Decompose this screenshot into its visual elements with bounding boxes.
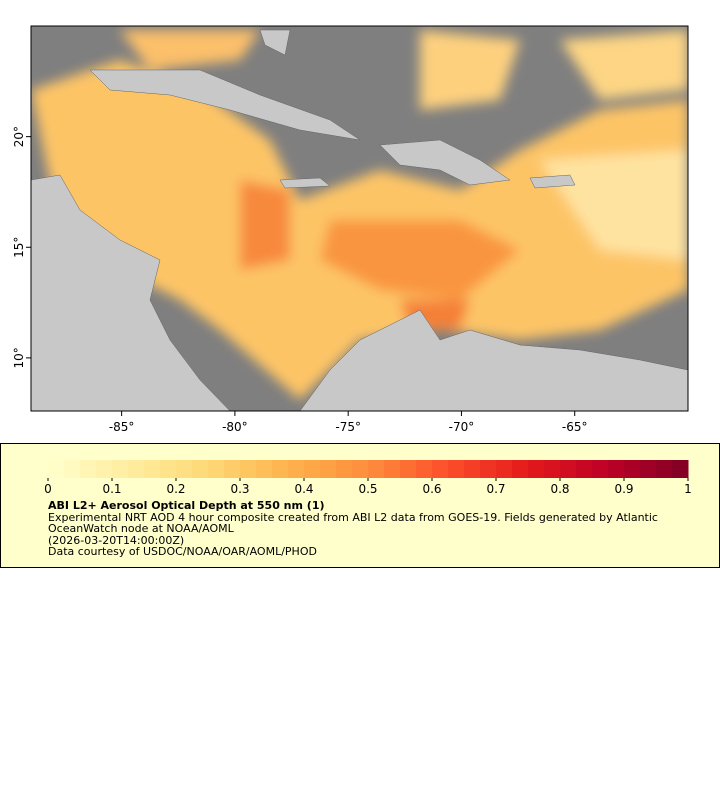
legend-date: (2026-03-20T14:00:00Z)	[48, 533, 185, 547]
x-tick-label: -70°	[449, 420, 475, 434]
colorbar-cell	[576, 460, 593, 478]
colorbar-tick-label: 1	[684, 482, 692, 496]
colorbar-cell	[240, 460, 257, 478]
colorbar-cell	[320, 460, 337, 478]
colorbar-cell	[48, 460, 65, 478]
colorbar-cell	[384, 460, 401, 478]
colorbar-cell	[128, 460, 145, 478]
aerosol-field	[31, 30, 688, 400]
colorbar-cell	[304, 460, 321, 478]
colorbar-cell	[64, 460, 81, 478]
colorbar-tick-label: 0.2	[166, 482, 185, 496]
colorbar-cell	[592, 460, 609, 478]
plot-frame	[30, 25, 689, 412]
colorbar-cell	[368, 460, 385, 478]
colorbar-cell	[336, 460, 353, 478]
colorbar-cell	[192, 460, 209, 478]
colorbar-cell	[400, 460, 417, 478]
colorbar-cell	[528, 460, 545, 478]
colorbar-cell	[160, 460, 177, 478]
colorbar-cell	[176, 460, 193, 478]
colorbar-cell	[208, 460, 225, 478]
colorbar-cell	[672, 460, 689, 478]
colorbar-cell	[144, 460, 161, 478]
colorbar-cell	[544, 460, 561, 478]
legend-description: Experimental NRT AOD 4 hour composite cr…	[48, 510, 658, 535]
legend-text: ABI L2+ Aerosol Optical Depth at 550 nm …	[48, 500, 688, 558]
map-image	[31, 26, 688, 411]
colorbar-cell	[256, 460, 273, 478]
colorbar-cell	[480, 460, 497, 478]
colorbar-tick-label: 0.7	[486, 482, 505, 496]
colorbar-cell	[112, 460, 129, 478]
colorbar-tick-label: 0.9	[614, 482, 633, 496]
colorbar-cell	[656, 460, 673, 478]
colorbar-cell	[80, 460, 97, 478]
colorbar-cell	[512, 460, 529, 478]
land	[31, 29, 688, 411]
colorbar-tick-label: 0.4	[294, 482, 313, 496]
colorbar-cell	[464, 460, 481, 478]
x-tick-label: -75°	[335, 420, 361, 434]
colorbar-cell	[224, 460, 241, 478]
colorbar-cell	[560, 460, 577, 478]
colorbar-tick-label: 0.5	[358, 482, 377, 496]
colorbar-cell	[432, 460, 449, 478]
x-tick-label: -65°	[562, 420, 588, 434]
colorbar-cell	[352, 460, 369, 478]
colorbar-cell	[496, 460, 513, 478]
colorbar-cell	[416, 460, 433, 478]
colorbar-cell	[624, 460, 641, 478]
colorbar-cell	[640, 460, 657, 478]
y-tick-label: 20°	[12, 126, 26, 147]
legend-title: ABI L2+ Aerosol Optical Depth at 550 nm …	[48, 499, 325, 512]
legend-credit: Data courtesy of USDOC/NOAA/OAR/AOML/PHO…	[48, 545, 317, 558]
y-tick-label: 15°	[12, 237, 26, 258]
colorbar-tick-label: 0.1	[102, 482, 121, 496]
x-tick-label: -85°	[109, 420, 135, 434]
colorbar-cell	[288, 460, 305, 478]
colorbar-tick-label: 0.8	[550, 482, 569, 496]
colorbar-cell	[448, 460, 465, 478]
colorbar-tick-label: 0.3	[230, 482, 249, 496]
colorbar-tick-label: 0	[44, 482, 52, 496]
colorbar-tick-label: 0.6	[422, 482, 441, 496]
x-tick-label: -80°	[222, 420, 248, 434]
y-tick-label: 10°	[12, 347, 26, 368]
colorbar-cell	[96, 460, 113, 478]
colorbar-cell	[272, 460, 289, 478]
colorbar-cell	[608, 460, 625, 478]
